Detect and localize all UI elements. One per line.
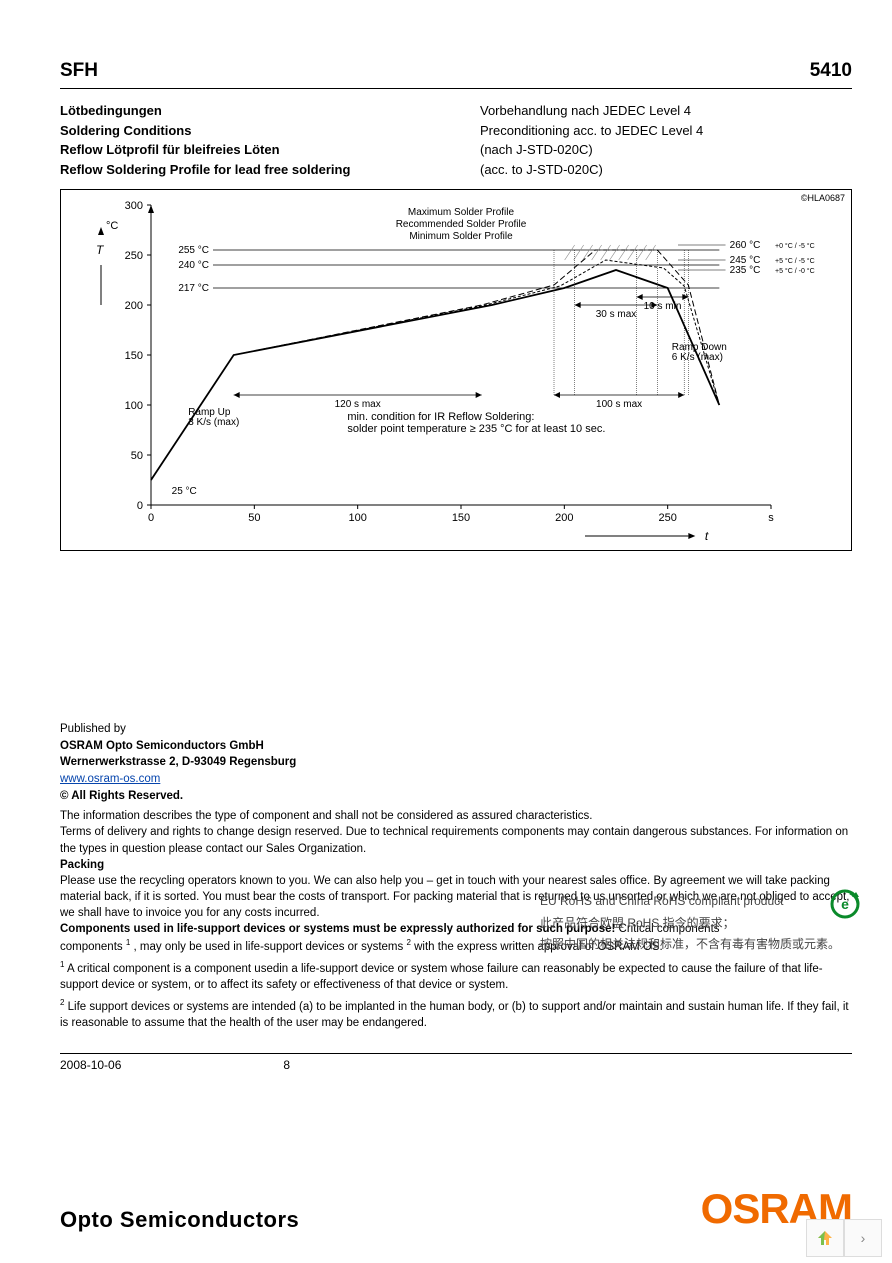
svg-text:Maximum Solder Profile: Maximum Solder Profile	[408, 207, 515, 218]
title-r3: (nach J-STD-020C)	[480, 140, 703, 160]
footer-date: 2008-10-06	[60, 1058, 121, 1072]
header-right: 5410	[810, 60, 852, 82]
svg-text:e: e	[841, 896, 849, 912]
nav-next-icon[interactable]: ›	[844, 1219, 882, 1257]
svg-text:0: 0	[137, 500, 143, 512]
page-header: SFH 5410	[60, 60, 852, 82]
critical-heading: Components used in life-support devices …	[60, 923, 615, 935]
title-de2: Reflow Lötprofil für bleifreies Löten	[60, 140, 480, 160]
publisher-block: Published by OSRAM Opto Semiconductors G…	[60, 721, 852, 804]
svg-text:100: 100	[348, 512, 366, 524]
header-left: SFH	[60, 60, 98, 82]
pub-l3: Wernerwerkstrasse 2, D-93049 Regensburg	[60, 754, 852, 771]
title-r4: (acc. to J-STD-020C)	[480, 160, 703, 180]
footnote-ref-2: 2	[406, 938, 410, 947]
footer-page: 8	[283, 1058, 290, 1072]
svg-text:120 s max: 120 s max	[335, 399, 381, 410]
svg-text:260 °C: 260 °C	[730, 240, 761, 251]
rohs-compliant-icon: e	[830, 889, 860, 919]
legal-p1: The information describes the type of co…	[60, 808, 852, 824]
title-de1: Lötbedingungen	[60, 101, 480, 121]
svg-text:255 °C: 255 °C	[178, 245, 209, 256]
svg-text:240 °C: 240 °C	[178, 260, 209, 271]
pub-rights: © All Rights Reserved.	[60, 788, 852, 805]
svg-text:300: 300	[125, 200, 143, 212]
svg-text:3 K/s (max): 3 K/s (max)	[188, 417, 239, 428]
svg-text:6 K/s (max): 6 K/s (max)	[672, 352, 723, 363]
svg-text:100: 100	[125, 400, 143, 412]
svg-text:0: 0	[148, 512, 154, 524]
svg-text:min. condition for IR Reflow S: min. condition for IR Reflow Soldering:	[347, 411, 534, 423]
brand-row: Opto Semiconductors OSRAM	[60, 1185, 852, 1233]
svg-text:250: 250	[125, 250, 143, 262]
svg-text:+5 °C / -5 °C: +5 °C / -5 °C	[775, 257, 815, 265]
footnote-marker-2: 2	[60, 998, 64, 1007]
chart-doc-id: ©HLA0687	[801, 193, 845, 203]
svg-text:25 °C: 25 °C	[172, 486, 197, 497]
svg-text:100 s max: 100 s max	[596, 399, 642, 410]
svg-text:200: 200	[555, 512, 573, 524]
svg-text:Minimum Solder Profile: Minimum Solder Profile	[409, 231, 513, 242]
rohs-l2: 此产品符合欧盟 RoHS 指令的要求；	[540, 913, 840, 935]
footnote-1: A critical component is a component used…	[60, 963, 823, 991]
pub-l1: Published by	[60, 721, 852, 738]
footnote-2: Life support devices or systems are inte…	[60, 1001, 849, 1029]
svg-text:150: 150	[125, 350, 143, 362]
footer-rule	[60, 1053, 852, 1054]
svg-text:50: 50	[248, 512, 260, 524]
title-en2: Reflow Soldering Profile for lead free s…	[60, 160, 480, 180]
svg-text:150: 150	[452, 512, 470, 524]
svg-text:30 s max: 30 s max	[596, 309, 637, 320]
rohs-l3: 按照中国的相关法规和标准，不含有毒有害物质或元素。	[540, 934, 840, 956]
title-r1: Vorbehandlung nach JEDEC Level 4	[480, 101, 703, 121]
legal-components-word: components	[60, 941, 123, 953]
rohs-block: EU RoHS and China RoHS compliant product…	[540, 891, 840, 956]
title-r2: Preconditioning acc. to JEDEC Level 4	[480, 121, 703, 141]
rohs-l1: EU RoHS and China RoHS compliant product	[540, 891, 840, 913]
svg-text:250: 250	[658, 512, 676, 524]
svg-text:°C: °C	[106, 220, 118, 232]
legal-p2: Terms of delivery and rights to change d…	[60, 824, 852, 856]
pub-l2: OSRAM Opto Semiconductors GmbH	[60, 738, 852, 755]
footnote-ref-1: 1	[126, 938, 130, 947]
svg-text:10 s min: 10 s min	[644, 301, 682, 312]
svg-text:s: s	[768, 512, 774, 524]
svg-text:Recommended Solder Profile: Recommended Solder Profile	[396, 219, 527, 230]
svg-text:217 °C: 217 °C	[178, 283, 209, 294]
footnote-marker-1: 1	[60, 960, 64, 969]
svg-text:+5 °C / -0 °C: +5 °C / -0 °C	[775, 267, 815, 275]
header-rule	[60, 88, 852, 89]
title-en1: Soldering Conditions	[60, 121, 480, 141]
svg-text:T: T	[96, 243, 105, 257]
brand-left: Opto Semiconductors	[60, 1207, 299, 1233]
title-block: Lötbedingungen Soldering Conditions Refl…	[60, 101, 852, 179]
svg-text:+0 °C / -5 °C: +0 °C / -5 °C	[775, 242, 815, 250]
page-footer: 2008-10-06 8	[60, 1058, 852, 1072]
legal-p4b: , may only be used in life-support devic…	[134, 941, 404, 953]
svg-text:t: t	[705, 529, 709, 543]
chart-svg: 0 50 100 150 200 250 300 0 50 100 150 200 250 s °CTt 25…	[61, 190, 851, 550]
svg-text:solder point temperature: solder point temperature ≥ 235 °C for at…	[347, 423, 605, 435]
svg-text:235 °C: 235 °C	[730, 265, 761, 276]
svg-text:50: 50	[131, 450, 143, 462]
nav-home-icon[interactable]	[806, 1219, 844, 1257]
pub-url[interactable]: www.osram-os.com	[60, 773, 160, 785]
reflow-chart: ©HLA0687 0 50 100 150 200 250 300 0 50 100 150 200 2…	[60, 189, 852, 551]
packing-heading: Packing	[60, 857, 852, 873]
page-nav: ›	[806, 1219, 882, 1257]
svg-text:200: 200	[125, 300, 143, 312]
